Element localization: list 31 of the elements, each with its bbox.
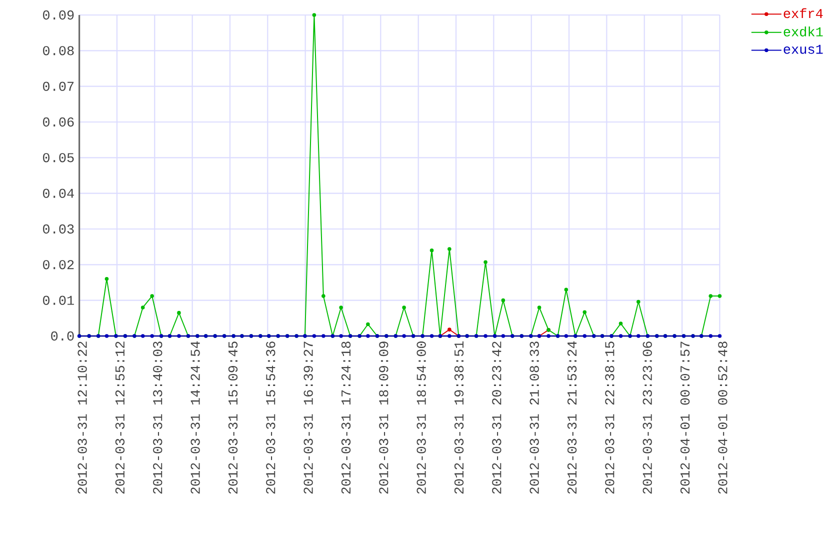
x-tick-label: 2012-03-31 14:24:54 [190,341,200,494]
y-tick-label: 0.06 [43,117,74,127]
x-tick-label: 2012-03-31 12:55:12 [115,342,125,494]
y-tick-label: 0.04 [43,188,74,198]
y-tick-label: 0.02 [43,260,74,270]
legend-label: exdk1 [784,26,823,36]
y-tick-label: 0.0 [51,331,74,341]
x-tick-label: 2012-03-31 18:09:09 [379,342,388,494]
x-tick-label: 2012-03-31 19:38:51 [454,341,464,494]
x-tick-label: 2012-03-31 23:23:06 [642,342,652,494]
x-tick-label: 2012-03-31 21:53:24 [567,341,577,494]
legend-label: exfr4 [784,8,823,18]
y-tick-label: 0.03 [43,224,74,234]
x-tick-label: 2012-03-31 18:54:00 [416,342,426,494]
y-tick-label: 0.08 [43,46,74,56]
x-tick-label: 2012-03-31 22:38:15 [605,342,614,494]
x-tick-label: 2012-03-31 15:09:45 [228,342,238,494]
x-tick-label: 2012-03-31 13:40:03 [153,342,162,494]
legend-label: exus1 [784,44,823,54]
x-tick-label: 2012-03-31 16:39:27 [304,342,313,494]
x-tick-label: 2012-03-31 21:08:33 [530,342,539,494]
y-tick-label: 0.07 [43,82,74,91]
y-tick-label: 0.09 [43,10,74,20]
x-tick-label: 2012-04-01 00:52:48 [718,342,728,494]
x-tick-label: 2012-04-01 00:07:57 [680,342,690,494]
x-tick-label: 2012-03-31 20:23:42 [492,342,502,494]
x-tick-label: 2012-03-31 12:10:22 [78,342,87,494]
x-tick-label: 2012-03-31 17:24:18 [341,342,351,494]
y-tick-label: 0.05 [43,153,74,162]
x-tick-label: 2012-03-31 15:54:36 [266,342,276,494]
y-tick-label: 0.01 [43,296,74,305]
